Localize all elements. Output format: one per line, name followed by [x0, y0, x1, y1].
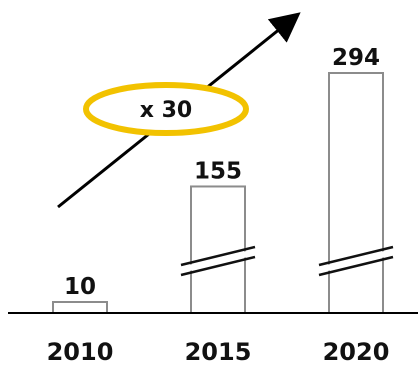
growth-factor-label: x 30 — [140, 98, 192, 123]
category-label-2020: 2020 — [323, 338, 390, 365]
value-label-2015: 155 — [194, 158, 242, 184]
axis-break-2020 — [318, 245, 394, 277]
labels-layer: 10 2010 155 2015 294 2020 — [47, 45, 390, 365]
bar-2020 — [328, 72, 384, 314]
category-label-2015: 2015 — [185, 338, 252, 365]
category-label-2010: 2010 — [47, 338, 114, 365]
axis-break-2015 — [180, 245, 256, 277]
value-label-2020: 294 — [332, 45, 380, 71]
bar-2015 — [190, 185, 246, 314]
axis-breaks-layer — [180, 245, 394, 277]
value-label-2010: 10 — [64, 274, 96, 300]
bar-2010 — [52, 301, 108, 314]
growth-ellipse — [83, 82, 249, 136]
